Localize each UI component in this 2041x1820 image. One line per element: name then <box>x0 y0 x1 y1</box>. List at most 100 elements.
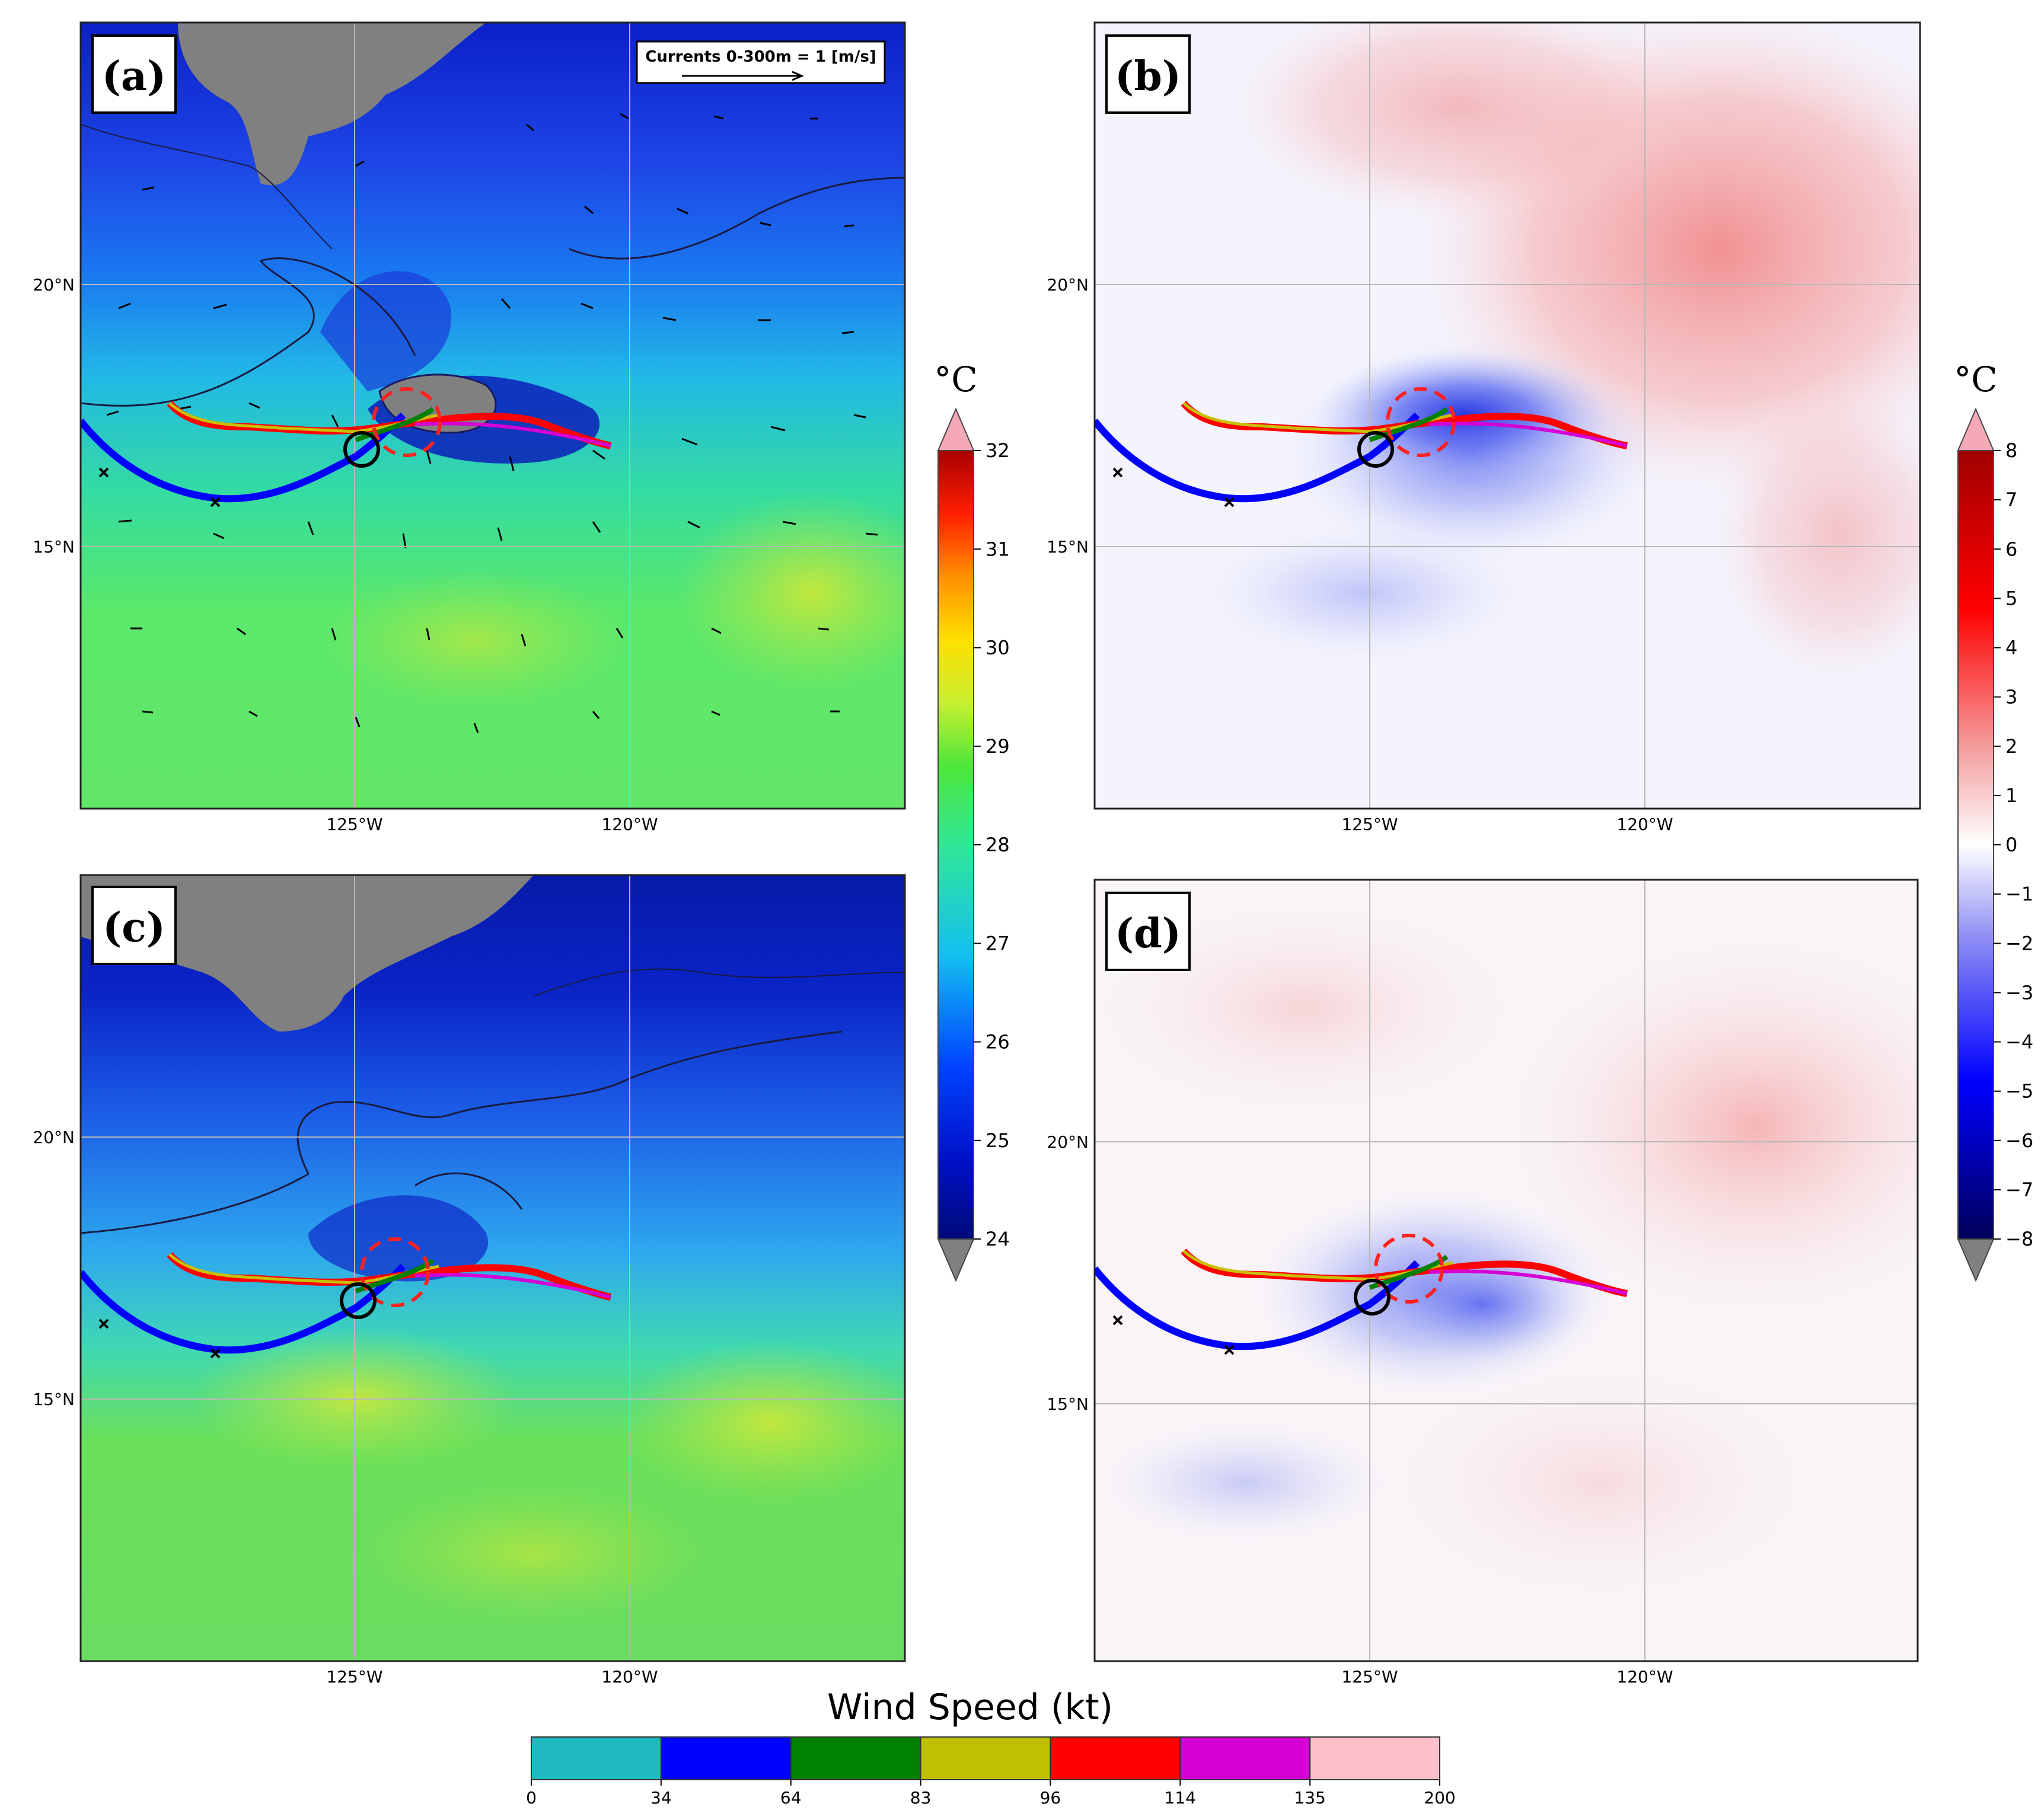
warm-patch <box>320 569 629 711</box>
track-green <box>1369 407 1449 442</box>
track-markers <box>98 467 221 507</box>
anomaly-ticks: −8 −7 −6 −5 −4 −3 −2 −1 0 1 2 3 4 5 6 7 8 <box>1994 439 2033 1250</box>
sst-contour <box>81 124 333 250</box>
anomaly-colorbar: °C −8 −7 −6 −5 −4 −3 −2 −1 0 1 2 3 4 5 6 7 8 <box>1954 359 2033 1282</box>
anomaly-tick-label: 2 <box>2005 735 2017 758</box>
wind-swatch <box>1179 1736 1311 1780</box>
panel-a-sst: (a) Currents 0-300m = 1 [m/s] 20°N 15°N … <box>33 21 906 834</box>
anomaly-tick-label: 5 <box>2005 587 2017 609</box>
sst-contour <box>569 177 905 260</box>
lon-label: 120°W <box>601 1667 658 1687</box>
sst-tick-label: 31 <box>986 538 1010 560</box>
sst-tick-label: 29 <box>986 735 1010 758</box>
anomaly-tick-label: −2 <box>2005 932 2033 954</box>
track-forecast-mag <box>1428 1269 1628 1295</box>
storm-position <box>1357 431 1394 468</box>
lat-label: 15°N <box>1047 537 1089 557</box>
storm-position <box>343 431 380 468</box>
lat-label: 15°N <box>1047 1394 1089 1414</box>
track-observed <box>1095 1260 1420 1350</box>
panel-c-sst: (c) 20°N 15°N 125°W 120°W <box>33 874 906 1687</box>
sst-colorbar-body <box>937 450 974 1240</box>
land <box>81 875 534 1032</box>
wind-tick-label: 96 <box>1040 1788 1061 1808</box>
wind-swatch <box>660 1736 792 1780</box>
track-markers <box>1112 1315 1235 1355</box>
grid <box>1095 23 1920 809</box>
lon-label: 125°W <box>1341 1667 1398 1687</box>
lon-label: 125°W <box>1341 815 1398 834</box>
cold-anomaly <box>1103 1423 1388 1541</box>
lon-label: 125°W <box>326 815 382 834</box>
storm-circle <box>1374 1234 1444 1304</box>
panel-frame <box>79 874 906 1662</box>
lon-label: 125°W <box>326 1667 382 1687</box>
panel-frame <box>1093 21 1921 810</box>
lon-label: 120°W <box>601 815 658 834</box>
lon-label: 120°W <box>1616 815 1673 834</box>
warm-anomaly <box>1095 901 1518 1115</box>
panel-d-anomaly: (d) 20°N 15°N 125°W 120°W <box>1047 879 1919 1687</box>
panel-label-box <box>91 34 177 114</box>
anomaly-tick-label: 8 <box>2005 439 2017 462</box>
sst-contour <box>533 968 905 997</box>
sst-ticks: 24 25 26 27 28 29 30 31 32 <box>974 439 1010 1250</box>
wind-tick-label: 200 <box>1424 1788 1455 1808</box>
grid <box>1095 880 1918 1661</box>
panel-b-anomaly: (b) 20°N 15°N 125°W 120°W <box>1047 21 1921 834</box>
sst-contour <box>414 1172 523 1210</box>
warm-patch <box>356 1482 712 1624</box>
sst-contour <box>81 1030 843 1234</box>
wind-tick-label: 135 <box>1294 1788 1325 1808</box>
current-vectors <box>106 113 878 733</box>
anomaly-tick-label: −7 <box>2005 1179 2033 1201</box>
storm-circle <box>1386 387 1456 457</box>
grid <box>81 23 905 809</box>
anomaly-tick-label: −4 <box>2005 1031 2033 1053</box>
cold-anomaly <box>1198 522 1530 664</box>
track-markers <box>98 1318 221 1359</box>
sst-tick-label: 32 <box>986 439 1010 462</box>
warm-anomaly <box>1222 23 1696 225</box>
lat-label: 15°N <box>33 537 75 557</box>
storm-position <box>340 1282 377 1319</box>
wind-speed-colorbar: Wind Speed (kt) 0 34 64 83 96 114 135 200 <box>526 1687 1456 1808</box>
wind-swatch <box>1309 1736 1440 1780</box>
anomaly-tick-label: −3 <box>2005 981 2033 1004</box>
sst-tick-label: 28 <box>986 834 1010 856</box>
wind-tick-label: 34 <box>650 1788 672 1808</box>
colorbar-cap-bottom <box>1957 1238 1995 1282</box>
wind-swatches <box>531 1736 1440 1780</box>
warm-patch <box>676 492 905 694</box>
wind-ticks: 0 34 64 83 96 114 135 200 <box>526 1780 1456 1808</box>
panel-label: (c) <box>103 904 165 951</box>
panel-label-box <box>1105 892 1191 971</box>
wind-tick-label: 0 <box>526 1788 537 1808</box>
panel-frame <box>79 21 906 810</box>
sst-tick-label: 26 <box>986 1031 1010 1053</box>
wind-swatch <box>531 1736 662 1780</box>
storm-circle <box>360 1237 430 1307</box>
panel-label-box <box>91 886 177 965</box>
sst-colorbar-unit: °C <box>934 359 977 400</box>
track-markers <box>1112 467 1235 507</box>
track-green <box>355 407 435 442</box>
colorbar-cap-top <box>937 407 975 451</box>
anomaly-tick-label: 0 <box>2005 834 2017 856</box>
lat-label: 15°N <box>33 1390 75 1409</box>
anomaly-tick-label: −8 <box>2005 1228 2033 1250</box>
sst-contour <box>81 257 416 407</box>
anomaly-tick-label: 4 <box>2005 637 2017 659</box>
panel-frame <box>1093 879 1919 1662</box>
warm-anomaly <box>1388 1364 1814 1601</box>
panel-label: (d) <box>1115 910 1181 957</box>
wind-swatch <box>790 1736 921 1780</box>
sst-tick-label: 30 <box>986 637 1010 659</box>
storm-circle <box>372 387 442 457</box>
wind-colorbar-title: Wind Speed (kt) <box>827 1687 1113 1728</box>
anomaly-tick-label: −5 <box>2005 1080 2033 1103</box>
grid <box>81 875 905 1661</box>
cold-tongue <box>320 271 451 391</box>
track-forecast-mag <box>414 1273 611 1299</box>
